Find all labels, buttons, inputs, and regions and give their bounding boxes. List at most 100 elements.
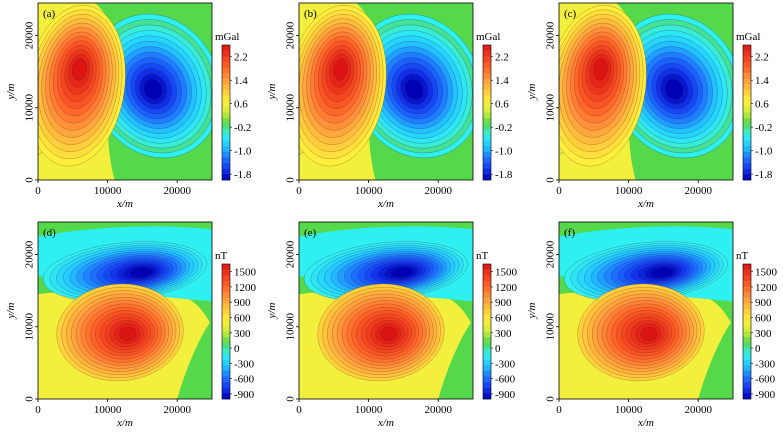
x-tick-label: 10000 <box>615 404 643 416</box>
colorbar-segment <box>222 303 230 310</box>
panel-label: (a) <box>43 8 56 20</box>
colorbar-tick-label: 2.2 <box>234 52 248 64</box>
colorbar-segment <box>483 354 491 360</box>
colorbar-segment <box>743 348 751 355</box>
negative-contour-band <box>143 79 163 100</box>
y-axis-label: y/m <box>5 84 17 101</box>
x-axis-label: x/m <box>637 417 654 429</box>
negative-contour-band <box>664 79 684 100</box>
y-axis-label: y/m <box>526 303 538 320</box>
positive-contour-band <box>119 326 137 341</box>
colorbar-segment <box>222 50 230 57</box>
y-axis-label: y/m <box>266 303 278 320</box>
colorbar-segment <box>483 275 491 282</box>
colorbar-segment <box>222 84 230 91</box>
colorbar-tick-label: -1.0 <box>755 146 773 158</box>
plot-area <box>38 3 212 180</box>
colorbar-segment <box>743 359 751 366</box>
colorbar-segment <box>222 320 230 327</box>
colorbar-segment <box>743 168 751 175</box>
colorbar-frame <box>221 44 231 181</box>
colorbar-segment <box>222 292 230 299</box>
panel-label: (c) <box>564 8 577 20</box>
colorbar-segment <box>483 303 491 310</box>
colorbar-segment <box>222 342 230 349</box>
colorbar-tick-label: 900 <box>234 297 251 309</box>
colorbar-tick-label: 0 <box>755 343 761 355</box>
colorbar-segment <box>743 387 751 394</box>
colorbar-tick-label: 1.4 <box>495 75 509 87</box>
plot-area <box>559 3 733 180</box>
colorbar-segment <box>743 61 751 68</box>
colorbar-segment <box>483 112 491 119</box>
colorbar-segment <box>743 90 751 96</box>
colorbar-segment <box>222 359 230 366</box>
colorbar-segment <box>222 348 230 355</box>
colorbar-segment <box>222 61 230 68</box>
colorbar-segment <box>483 123 491 130</box>
y-tick-label: 20000 <box>545 21 557 49</box>
x-tick-label: 0 <box>296 185 302 197</box>
panel-label: (f) <box>564 227 575 239</box>
y-tick-label: 20000 <box>285 21 297 49</box>
colorbar-segment <box>483 95 491 102</box>
colorbar-segment <box>222 106 230 113</box>
colorbar-segment <box>222 370 230 377</box>
colorbar-segment <box>222 286 230 293</box>
colorbar-segment <box>222 376 230 383</box>
colorbar-segment <box>483 297 491 304</box>
colorbar-segment <box>483 140 491 147</box>
colorbar-tick-label: -600 <box>755 374 776 386</box>
colorbar-segment <box>743 309 751 315</box>
colorbar-tick-label: 0.6 <box>234 99 248 111</box>
panel-a: (a) 0 10000 20000 0 10000 20000 x/m y/m mGal 2.2 1.… <box>5 2 252 210</box>
colorbar-segment <box>743 67 751 74</box>
x-tick-label: 10000 <box>94 404 122 416</box>
y-tick-label: 0 <box>545 177 557 183</box>
colorbar-segment <box>483 359 491 366</box>
colorbar-segment <box>222 297 230 304</box>
y-tick-label: 10000 <box>545 94 557 122</box>
colorbar-segment <box>743 95 751 102</box>
x-tick-label: 20000 <box>163 185 191 197</box>
colorbar-segment <box>483 365 491 372</box>
colorbar-segment <box>483 370 491 377</box>
colorbar-tick-label: 300 <box>755 328 772 340</box>
panel-b: (b) 0 10000 20000 0 10000 20000 x/m y/m mGal 2.2 1.… <box>266 2 513 210</box>
colorbar-tick-label: -1.8 <box>234 169 252 181</box>
colorbar-segment <box>483 376 491 383</box>
x-tick-label: 10000 <box>355 185 383 197</box>
colorbar-segment <box>743 112 751 119</box>
colorbar-tick-label: 300 <box>234 328 251 340</box>
colorbar-segment <box>483 342 491 349</box>
colorbar-segment <box>483 90 491 96</box>
positive-contour-band <box>593 58 608 81</box>
colorbar-segment <box>483 135 491 141</box>
colorbar-segment <box>483 50 491 57</box>
colorbar-segment <box>743 157 751 164</box>
colorbar-segment <box>222 269 230 276</box>
colorbar-unit: mGal <box>215 31 239 43</box>
plot-area <box>559 222 733 399</box>
colorbar-segment <box>222 151 230 158</box>
x-tick-label: 10000 <box>94 185 122 197</box>
y-tick-label: 10000 <box>545 313 557 341</box>
panel-label: (d) <box>43 227 56 239</box>
colorbar-segment <box>222 393 230 400</box>
colorbar-segment <box>743 78 751 85</box>
plot-frame <box>298 221 474 400</box>
colorbar-segment <box>222 382 230 389</box>
colorbar-segment <box>483 163 491 170</box>
colorbar-segment <box>743 118 751 125</box>
colorbar-frame <box>742 44 752 181</box>
y-axis-label: y/m <box>266 84 278 101</box>
colorbar-segment <box>743 342 751 349</box>
negative-contour-band <box>650 267 674 278</box>
colorbar-segment <box>483 67 491 74</box>
colorbar-tick-label: -300 <box>234 358 255 370</box>
colorbar-segment <box>743 269 751 276</box>
colorbar-segment <box>743 303 751 310</box>
colorbar-tick-label: -1.8 <box>755 169 773 181</box>
positive-contour-band <box>380 326 398 341</box>
